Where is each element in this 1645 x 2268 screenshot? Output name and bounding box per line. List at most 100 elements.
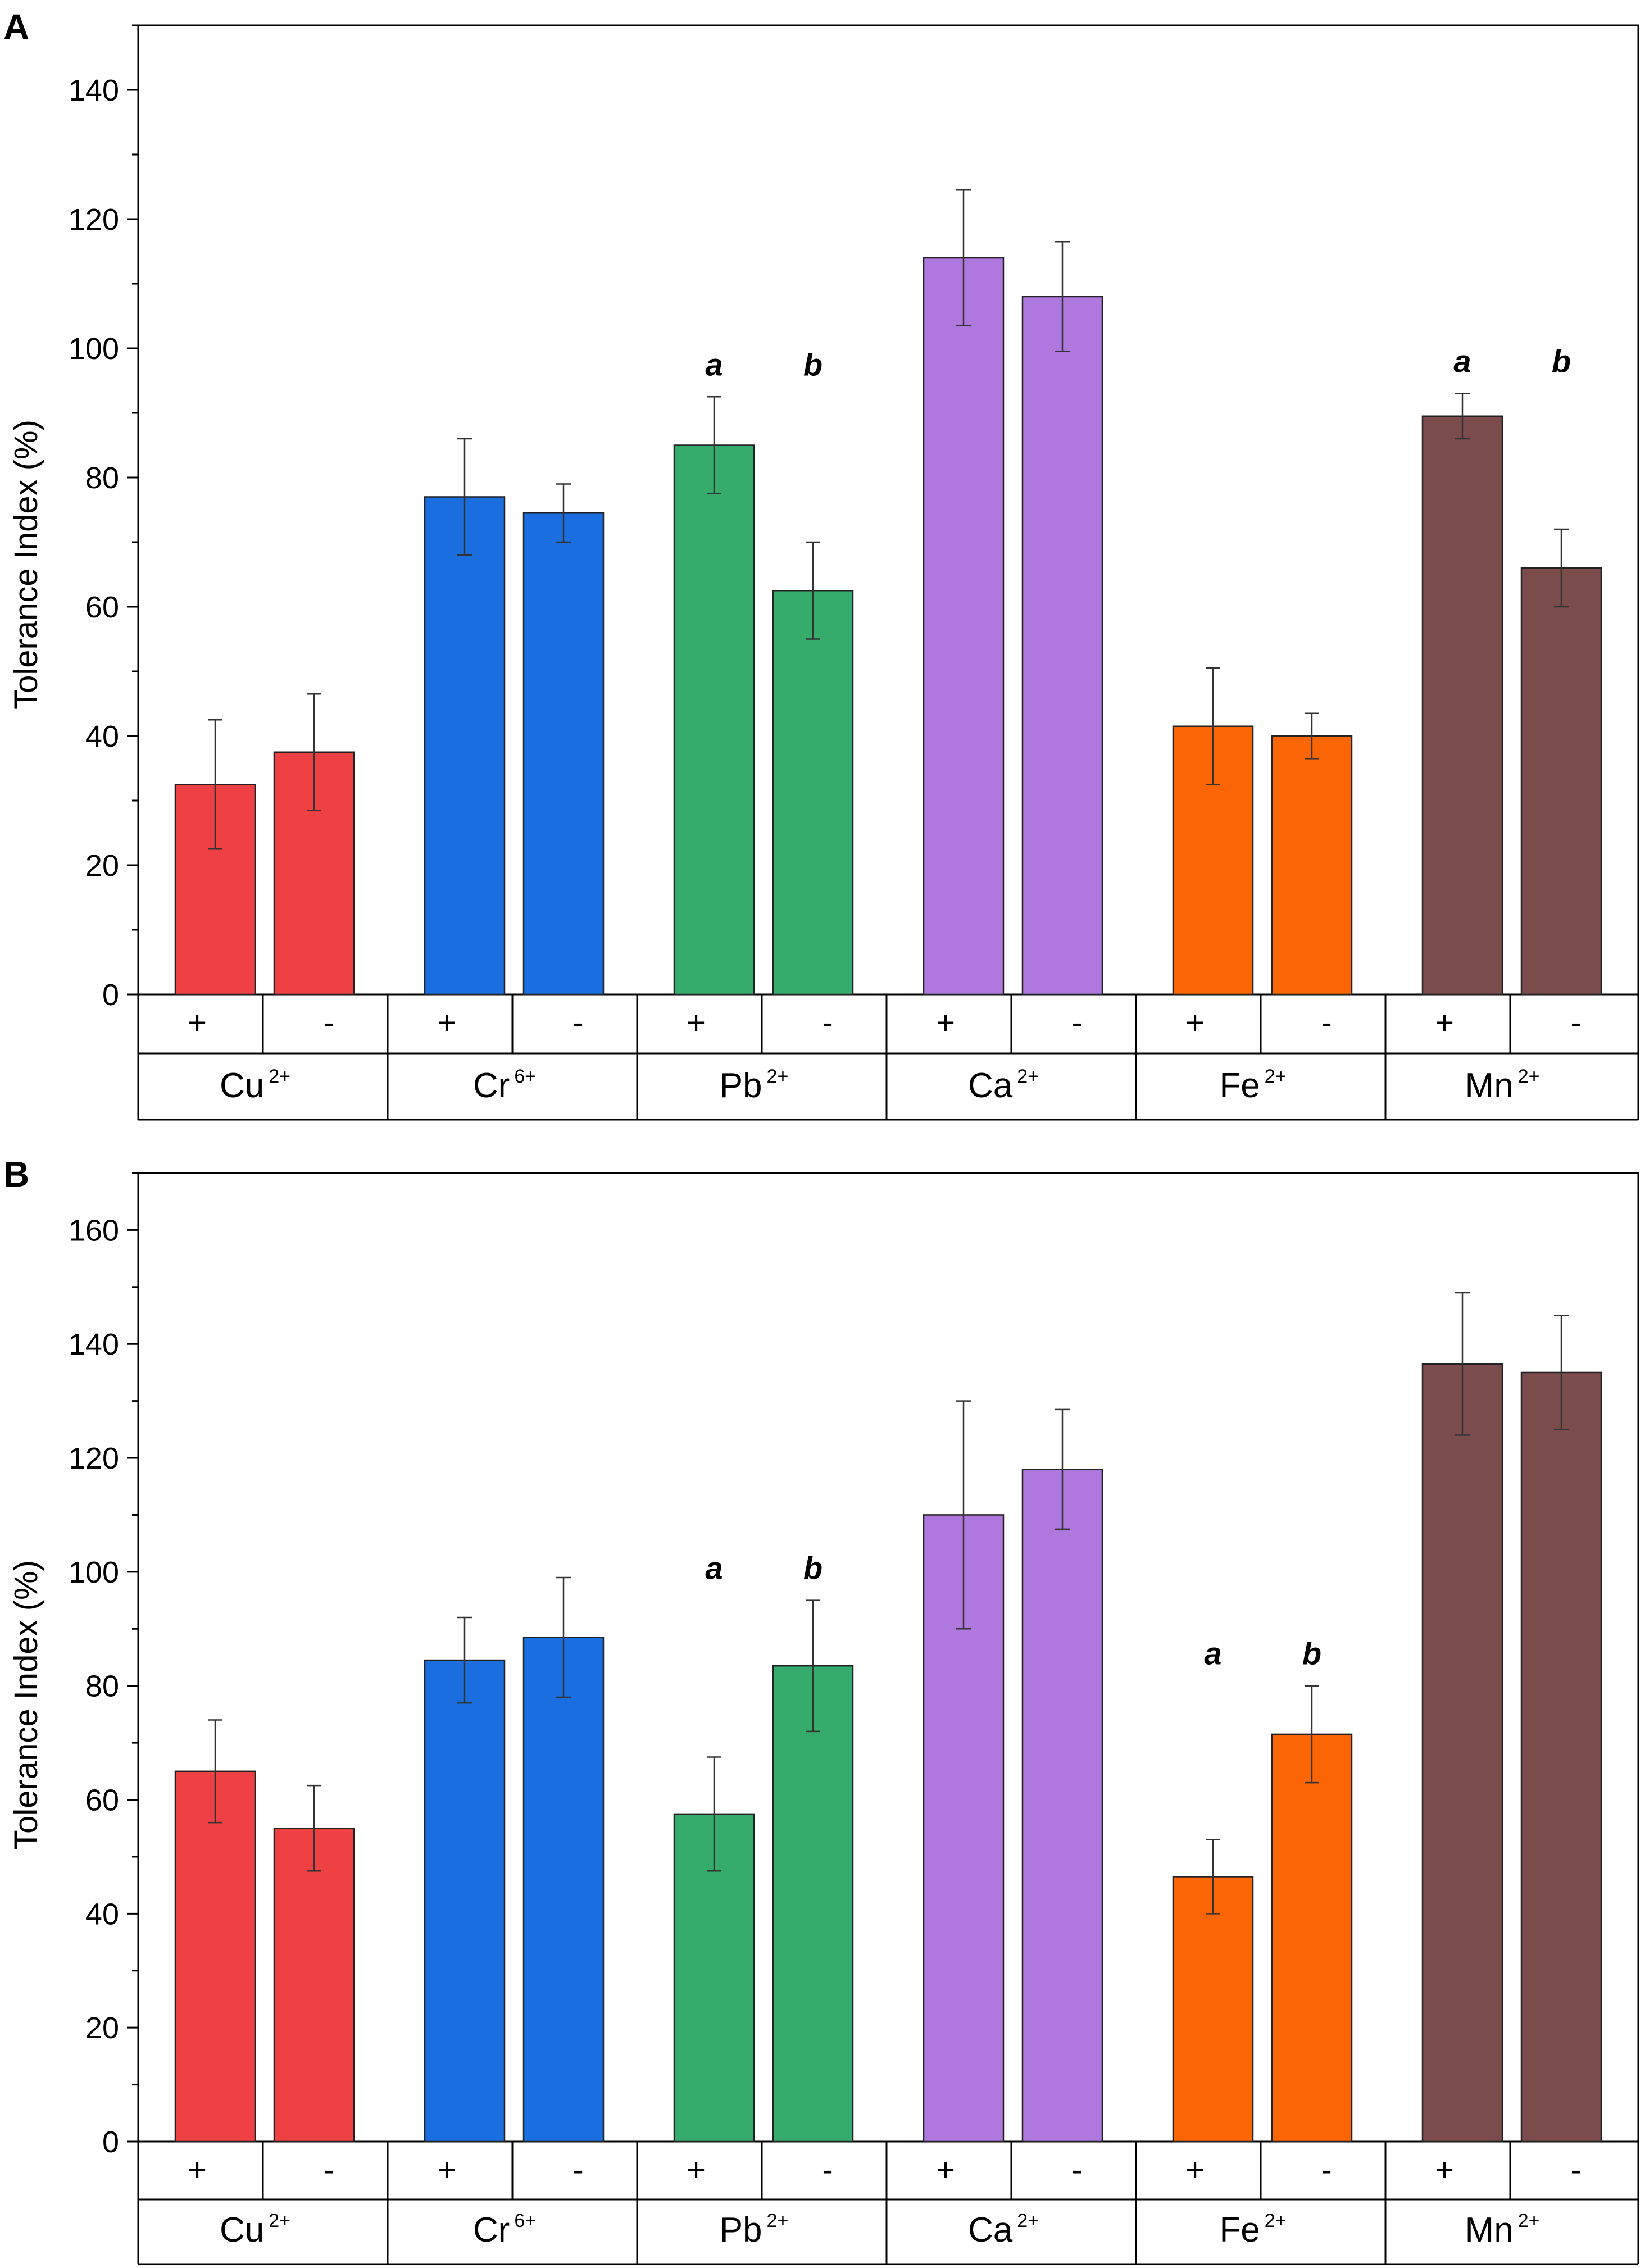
condition-label-minus: - bbox=[1321, 2152, 1332, 2188]
condition-label-plus: + bbox=[1435, 2152, 1454, 2188]
ion-charge-cr: 6+ bbox=[514, 1066, 536, 1087]
condition-label-minus: - bbox=[1071, 2152, 1082, 2188]
error-bar-fe-minus bbox=[1305, 712, 1319, 760]
bar-mn-plus bbox=[1421, 1363, 1503, 2143]
y-tick-label: 80 bbox=[85, 461, 119, 495]
condition-label-minus: - bbox=[323, 2152, 334, 2188]
condition-label-plus: + bbox=[687, 1005, 706, 1041]
ion-charge-pb: 2+ bbox=[767, 1066, 789, 1087]
condition-label-plus: + bbox=[936, 1005, 955, 1041]
y-tick-label: 100 bbox=[69, 1556, 119, 1589]
bar-pb-minus bbox=[772, 590, 854, 996]
condition-label-plus: + bbox=[437, 1005, 456, 1041]
condition-label-minus: - bbox=[1570, 1005, 1581, 1041]
condition-label-minus: - bbox=[1071, 1005, 1082, 1041]
error-bar-cr-plus bbox=[457, 1616, 472, 1704]
sig-label-pb-a: a bbox=[705, 1551, 722, 1586]
y-tick-label: 20 bbox=[85, 849, 119, 883]
y-tick-label: 120 bbox=[69, 1442, 119, 1475]
condition-label-plus: + bbox=[1185, 2152, 1205, 2188]
error-bar-mn-minus bbox=[1554, 1315, 1569, 1430]
error-bar-ca-minus bbox=[1055, 1408, 1070, 1530]
error-bar-cu-plus bbox=[208, 1719, 222, 1824]
error-bar-cr-plus bbox=[457, 438, 472, 556]
bar-cu-plus bbox=[174, 1770, 256, 2143]
error-bar-cu-minus bbox=[307, 693, 321, 811]
sig-label-fe-a: a bbox=[1204, 1636, 1221, 1671]
error-bar-fe-plus bbox=[1206, 1839, 1220, 1915]
bars-a bbox=[174, 257, 1602, 996]
condition-label-plus: + bbox=[437, 2152, 456, 2188]
ion-charge-mn: 2+ bbox=[1518, 1066, 1540, 1087]
y-axis-label-b: Tolerance Index (%) bbox=[8, 1560, 44, 1850]
bar-fe-plus bbox=[1172, 1876, 1254, 2143]
y-tick-label: 60 bbox=[85, 590, 119, 624]
ion-charge-cr: 6+ bbox=[514, 2210, 536, 2231]
bar-cu-minus bbox=[273, 1827, 355, 2143]
error-bar-pb-plus bbox=[707, 1756, 721, 1872]
condition-label-plus: + bbox=[687, 2152, 706, 2188]
bar-mn-minus bbox=[1520, 567, 1602, 996]
bar-ca-minus bbox=[1021, 1469, 1103, 2143]
panel-a: A Tolerance Index (%) 0 20 40 60 80 100 120 140… bbox=[3, 7, 1639, 1121]
bar-mn-minus bbox=[1520, 1371, 1602, 2143]
error-bar-pb-minus bbox=[806, 541, 820, 640]
condition-label-plus: + bbox=[188, 2152, 207, 2188]
error-bar-ca-plus bbox=[956, 189, 971, 326]
error-bars-b bbox=[208, 1292, 1569, 1915]
error-bar-mn-plus bbox=[1455, 1292, 1470, 1436]
bar-fe-minus bbox=[1271, 1733, 1353, 2143]
ion-label-cr: Cr 6+ bbox=[473, 2210, 536, 2249]
sig-label-pb-a: a bbox=[705, 347, 722, 382]
y-tick-label: 160 bbox=[69, 1213, 119, 1247]
error-bar-cr-minus bbox=[556, 483, 571, 543]
error-bar-ca-plus bbox=[956, 1400, 971, 1630]
bar-cr-plus bbox=[424, 496, 506, 996]
condition-label-plus: + bbox=[188, 1005, 207, 1041]
y-tick-label: 140 bbox=[69, 1328, 119, 1361]
error-bar-cr-minus bbox=[556, 1576, 571, 1698]
ion-charge-fe: 2+ bbox=[1265, 1066, 1287, 1087]
condition-label-minus: - bbox=[1321, 1005, 1332, 1041]
y-tick-label: 120 bbox=[69, 203, 119, 237]
sig-label-pb-b: b bbox=[803, 347, 822, 382]
y-axis-label-a: Tolerance Index (%) bbox=[8, 420, 44, 710]
condition-label-minus: - bbox=[822, 1005, 833, 1041]
bar-mn-plus bbox=[1421, 415, 1503, 996]
y-tick-label: 100 bbox=[69, 332, 119, 366]
condition-label-minus: - bbox=[572, 2152, 583, 2188]
y-tick-label: 40 bbox=[85, 1897, 119, 1931]
bar-ca-minus bbox=[1021, 296, 1103, 996]
sig-labels-b: a b a b bbox=[705, 1551, 1321, 1671]
bar-cr-plus bbox=[424, 1659, 506, 2143]
error-bar-cu-minus bbox=[307, 1784, 321, 1872]
ion-charge-pb: 2+ bbox=[767, 2210, 789, 2231]
bar-cr-minus bbox=[522, 1637, 605, 2143]
error-bar-mn-minus bbox=[1554, 528, 1569, 608]
condition-label-minus: - bbox=[323, 1005, 334, 1041]
y-tick-label: 60 bbox=[85, 1784, 119, 1817]
ion-charge-cu: 2+ bbox=[269, 1066, 290, 1087]
plot-frame-a bbox=[137, 24, 1639, 996]
condition-label-minus: - bbox=[1570, 2152, 1581, 2188]
panel-letter-a: A bbox=[3, 7, 29, 47]
y-tick-label: 40 bbox=[85, 720, 119, 753]
condition-label-plus: + bbox=[1435, 1005, 1454, 1041]
ion-charge-ca: 2+ bbox=[1017, 1066, 1039, 1087]
error-bar-mn-plus bbox=[1455, 393, 1470, 440]
y-tick-label: 20 bbox=[85, 2011, 119, 2045]
panel-b: B Tolerance Index (%) 0 20 40 60 80 100 120 140… bbox=[3, 1154, 1639, 2265]
error-bars-a bbox=[208, 189, 1569, 850]
condition-label-plus: + bbox=[1185, 1005, 1205, 1041]
sig-label-pb-b: b bbox=[803, 1551, 822, 1586]
bar-cr-minus bbox=[522, 512, 605, 996]
bar-ca-plus bbox=[923, 257, 1005, 996]
ion-charge-cu: 2+ bbox=[269, 2210, 290, 2231]
ion-charge-ca: 2+ bbox=[1017, 2210, 1039, 2231]
y-tick-label: 140 bbox=[69, 74, 119, 107]
error-bar-fe-minus bbox=[1305, 1685, 1319, 1784]
error-bar-pb-minus bbox=[806, 1599, 820, 1733]
bars-b bbox=[174, 1363, 1602, 2143]
y-tick-label: 0 bbox=[102, 2125, 119, 2159]
